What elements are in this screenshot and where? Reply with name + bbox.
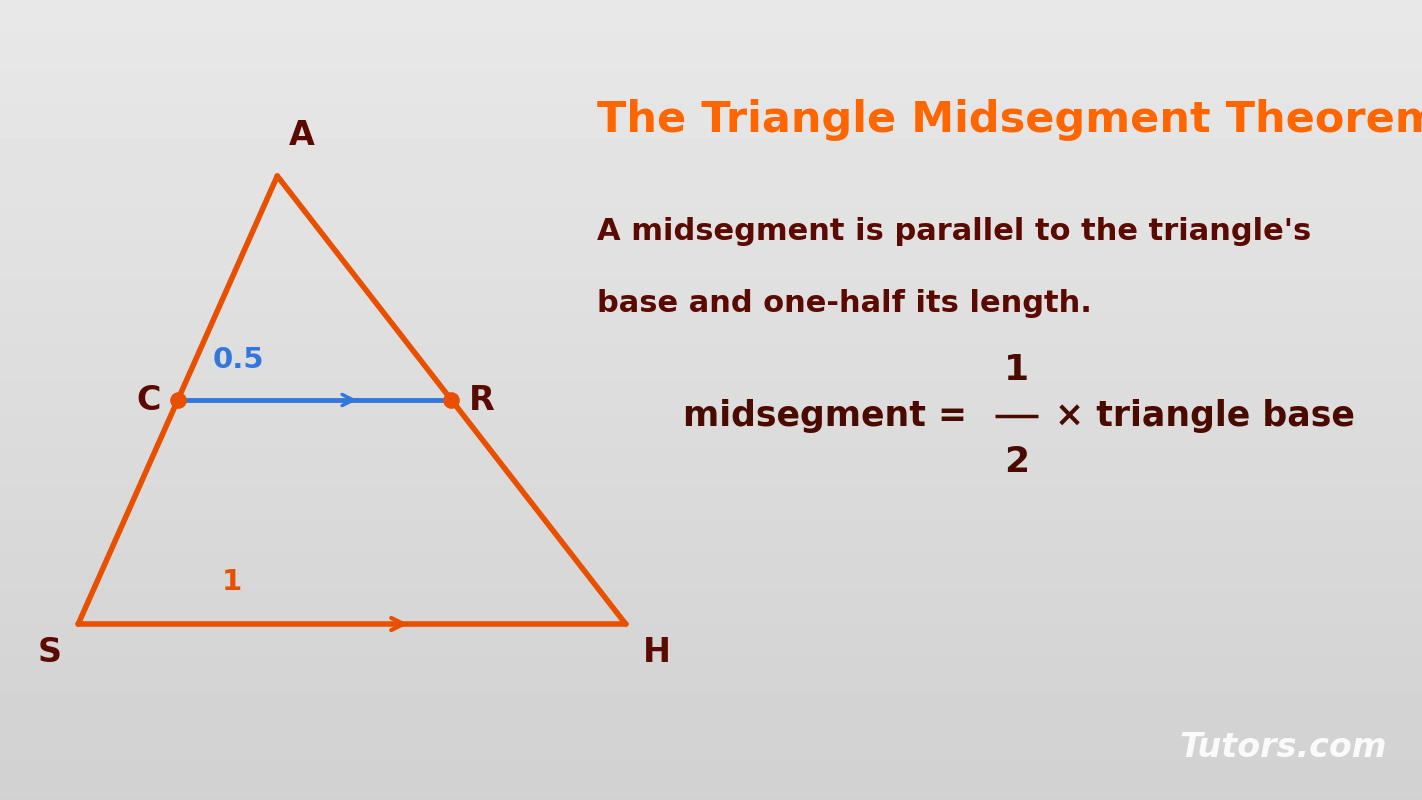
Text: base and one-half its length.: base and one-half its length. bbox=[597, 290, 1092, 318]
Text: 1: 1 bbox=[222, 568, 242, 596]
Text: H: H bbox=[643, 636, 671, 669]
Text: A midsegment is parallel to the triangle's: A midsegment is parallel to the triangle… bbox=[597, 218, 1311, 246]
Text: 0.5: 0.5 bbox=[212, 346, 263, 374]
Text: Tutors.com: Tutors.com bbox=[1179, 731, 1386, 764]
Text: × triangle base: × triangle base bbox=[1055, 399, 1355, 433]
Text: 1: 1 bbox=[1004, 353, 1030, 386]
Text: The Triangle Midsegment Theorem: The Triangle Midsegment Theorem bbox=[597, 99, 1422, 141]
Text: A: A bbox=[289, 119, 314, 152]
Text: S: S bbox=[37, 636, 61, 669]
Text: R: R bbox=[469, 383, 495, 417]
Point bbox=[166, 394, 189, 406]
Text: midsegment =: midsegment = bbox=[683, 399, 978, 433]
Text: 2: 2 bbox=[1004, 446, 1030, 479]
Text: C: C bbox=[137, 383, 161, 417]
Point bbox=[441, 394, 464, 406]
